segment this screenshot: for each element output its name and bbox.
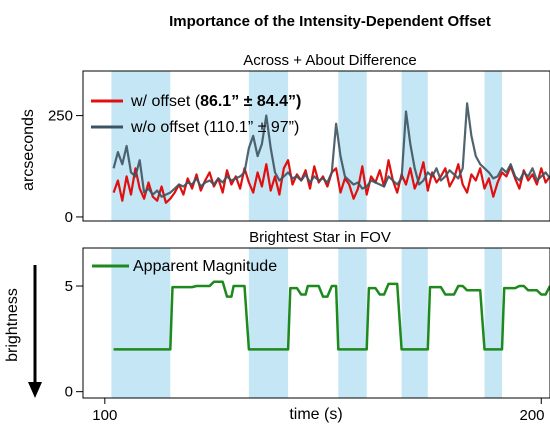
panel-bottom-frame (82, 247, 550, 399)
legend-w-offset-end: ) (296, 93, 301, 110)
panel-top: Across + About Difference 0 250 arcsecond… (20, 52, 550, 226)
brightness-arrow-icon (28, 265, 42, 398)
panel-top-frame (82, 70, 550, 222)
shaded-region-3 (338, 248, 367, 398)
panel-bottom-legend: Apparent Magnitude (92, 258, 277, 275)
x-tick-label-2: 200 (519, 407, 544, 424)
panel-top-ylabel: arcseconds (20, 109, 37, 191)
shaded-region-5 (484, 71, 502, 221)
legend-label-wo-offset: w/o offset (110.1” ± 97”) (130, 119, 299, 136)
y-tick-label-1: 0 (65, 209, 73, 226)
x-tick-label-1: 100 (92, 407, 117, 424)
shaded-region-2 (248, 248, 289, 398)
legend-label-apparent-magnitude: Apparent Magnitude (133, 258, 277, 275)
figure-title: Importance of the Intensity-Dependent Of… (169, 13, 491, 30)
shaded-region-5 (484, 248, 502, 398)
panel-bottom-ylabel: brightness (4, 288, 21, 362)
panel-top-legend: w/ offset (86.1” ± 84.4”) w/o offset (11… (91, 93, 301, 136)
series-line-1 (113, 280, 550, 351)
legend-label-w-offset: w/ offset (86.1” ± 84.4”) (130, 93, 301, 110)
shaded-region-4 (401, 248, 428, 398)
panel-bottom-series (113, 280, 550, 351)
panel-bottom: Brightest Star in FOV 05 100 200 brightne… (4, 229, 550, 424)
panel-bottom-shaded-regions (111, 248, 502, 398)
panel-top-title: Across + About Difference (243, 52, 417, 69)
panel-bottom-y-ticks: 05 (65, 278, 83, 401)
y-tick-label-2: 250 (48, 108, 73, 125)
panel-bottom-x-ticks: 100 200 (92, 398, 545, 424)
shaded-region-1 (111, 248, 171, 398)
y-tick-label-2: 5 (65, 278, 73, 295)
panel-top-y-ticks: 0 250 (48, 108, 83, 226)
y-tick-label-1: 0 (65, 384, 73, 401)
series-line-2 (112, 102, 550, 198)
panel-bottom-xlabel: time (s) (289, 406, 342, 423)
panel-top-series (112, 102, 550, 204)
shaded-region-4 (401, 71, 428, 221)
panel-bottom-title: Brightest Star in FOV (249, 229, 391, 246)
legend-w-offset-value: 86.1” ± 84.4” (200, 93, 296, 110)
legend-w-offset-text: w/ offset ( (130, 93, 201, 110)
